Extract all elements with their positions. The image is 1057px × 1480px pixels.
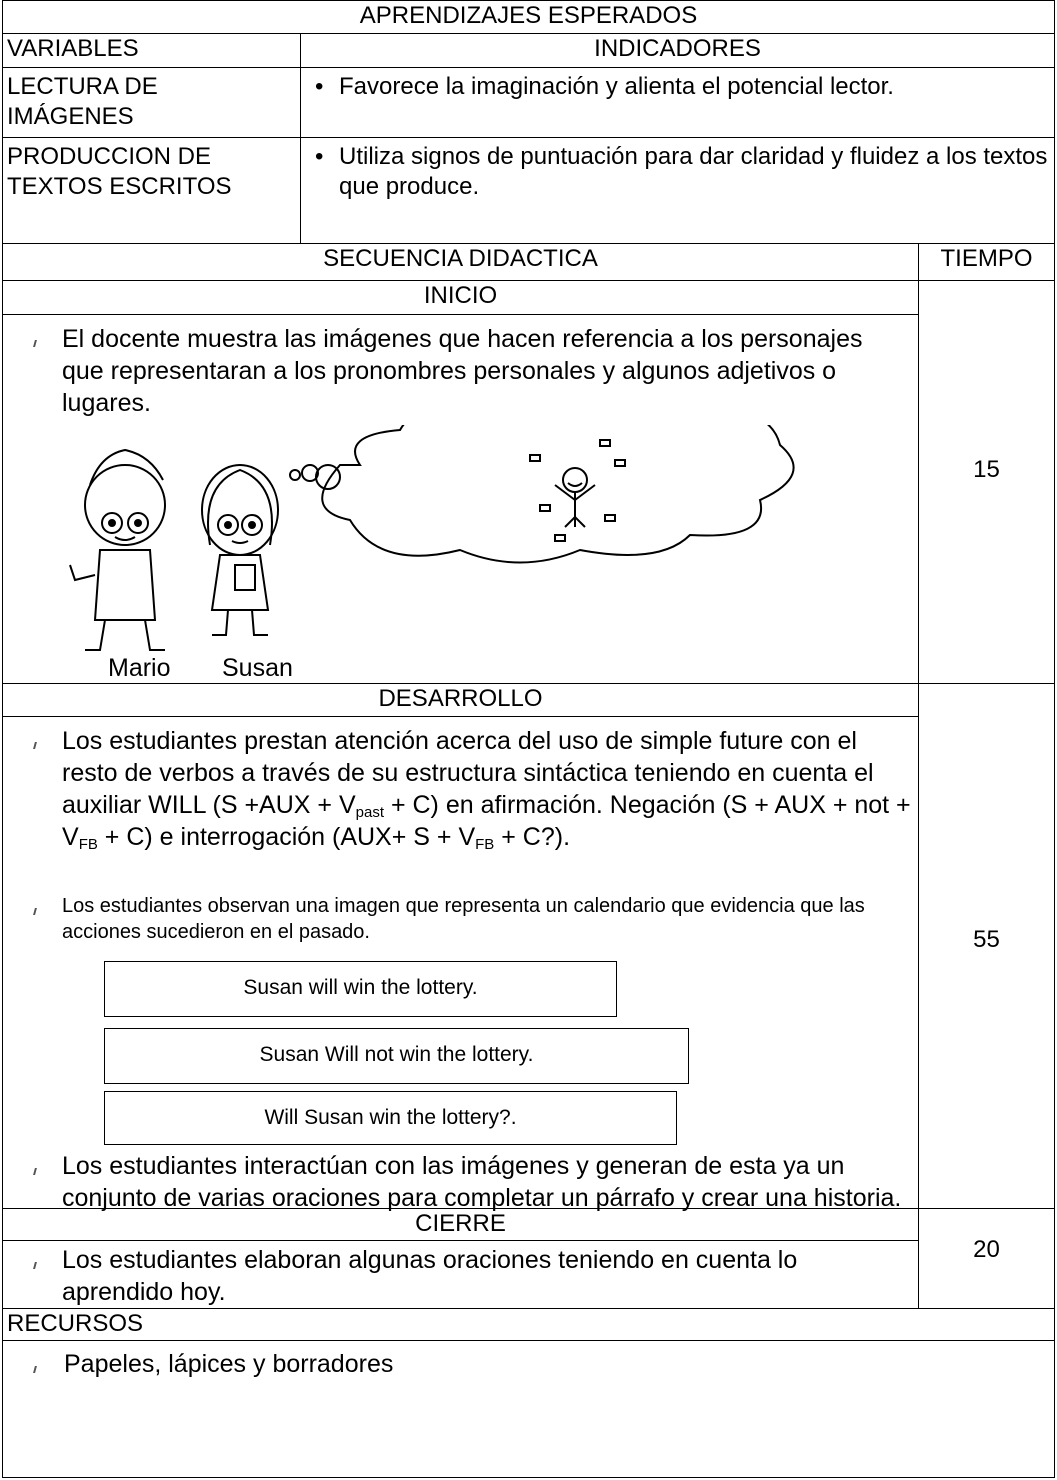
variable: LECTURA DE IMÁGENES [7, 73, 158, 130]
text: + C) e interrogación (AUX+ S + V [97, 823, 476, 851]
cell: • Utiliza signos de puntuación para dar c… [300, 137, 1055, 244]
time: 55 [973, 926, 1000, 953]
bullet-dot: • [315, 73, 324, 100]
text: + C?). [494, 823, 571, 851]
bullet-dot: • [315, 143, 324, 170]
illustration [69, 425, 795, 651]
text: Los estudiantes prestan atención acerca … [62, 727, 874, 819]
cell: • Favorece la imaginación y alienta el po… [300, 67, 1055, 138]
header: VARIABLES [2, 33, 301, 68]
section-title: SECUENCIA DIDACTICA [2, 243, 919, 281]
cell: PRODUCCION DE TEXTOS ESCRITOS [2, 137, 301, 244]
image-label: Susan [222, 654, 293, 682]
section-title: RECURSOS [2, 1308, 1055, 1341]
subscript: past [355, 804, 384, 821]
variable: PRODUCCION DE TEXTOS ESCRITOS [7, 143, 232, 200]
time: 20 [973, 1236, 1000, 1263]
phase-title: CIERRE [2, 1208, 919, 1241]
indicator: Utiliza signos de puntuación para dar cl… [339, 143, 1048, 200]
section-title: APRENDIZAJES ESPERADOS [2, 0, 1055, 34]
example-box: Susan Will not win the lottery. [104, 1028, 689, 1084]
indicator: Favorece la imaginación y alienta el pot… [339, 73, 894, 100]
time: 15 [973, 456, 1000, 483]
item-text: Los estudiantes observan una imagen que … [62, 895, 865, 943]
item-text: Los estudiantes elaboran algunas oracion… [62, 1246, 798, 1306]
item-text: Papeles, lápices y borradores [64, 1350, 394, 1378]
cell: LECTURA DE IMÁGENES [2, 67, 301, 138]
phase-title: DESARROLLO [2, 683, 919, 717]
header: INDICADORES [300, 33, 1055, 68]
example-box: Will Susan win the lottery?. [104, 1091, 677, 1145]
item-text: El docente muestra las imágenes que hace… [62, 325, 863, 417]
text: + C) en afirmación. Negación (S + AUX + … [62, 791, 911, 851]
phase-title: INICIO [2, 280, 919, 315]
subscript: FB [475, 836, 495, 853]
item-text: Los estudiantes prestan atención acerca … [62, 725, 912, 853]
subscript: FB [78, 836, 98, 853]
image-label: Mario [108, 654, 171, 682]
cell [2, 1340, 1055, 1478]
header: TIEMPO [918, 243, 1055, 281]
item-text: Los estudiantes interactúan con las imág… [62, 1152, 902, 1212]
example-box: Susan will win the lottery. [104, 961, 617, 1017]
